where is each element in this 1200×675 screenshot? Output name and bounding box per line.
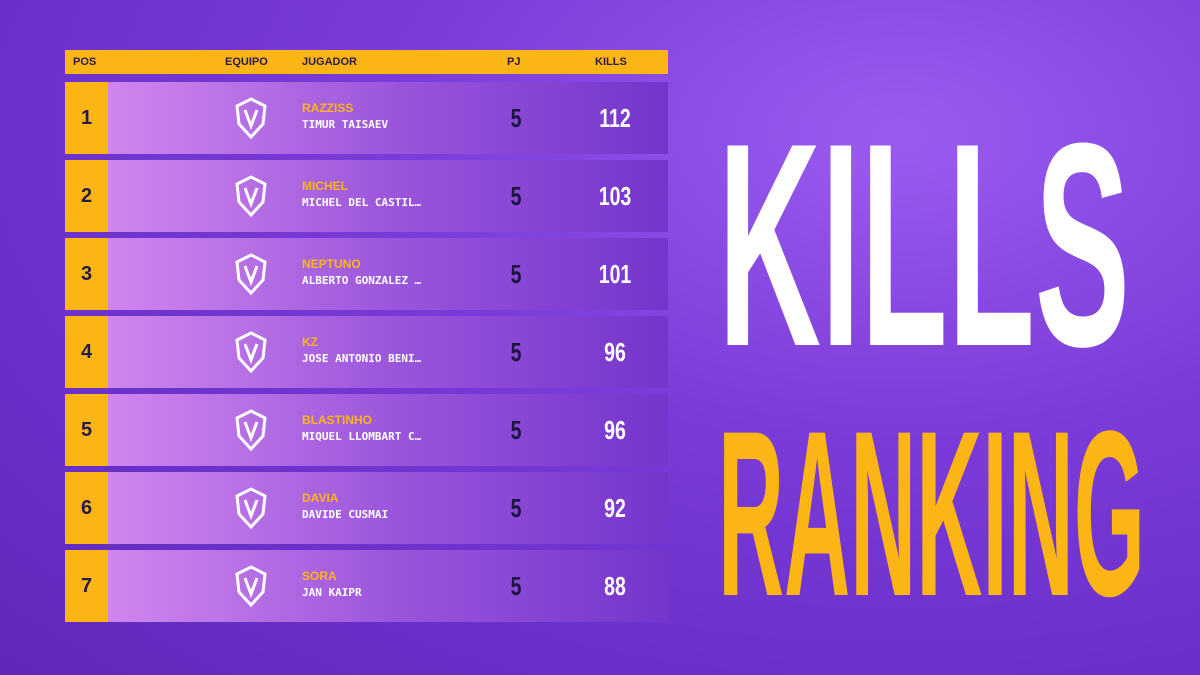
team-logo [235,409,267,452]
team-logo [235,253,267,296]
title-line1: KILLS [718,83,1130,407]
games-played: 5 [510,337,522,367]
games-played: 5 [510,415,522,445]
table-row: 1 RAZZISS TIMUR TAISAEV 5 112 [65,82,668,154]
player-name: JAN KAIPR [302,586,362,599]
team-logo-box [231,252,271,301]
kills: 92 [604,493,626,523]
team-logo [235,175,267,218]
title-line2: RANKING [718,382,1145,646]
player-name: MICHEL DEL CASTIL… [302,196,422,209]
player-nick: DAVIA [302,491,339,505]
position: 7 [65,550,108,622]
table-row: 6 DAVIA DAVIDE CUSMAI 5 92 [65,472,668,544]
player-name: DAVIDE CUSMAI [302,508,389,521]
player-nick: BLASTINHO [302,413,372,427]
column-header: PJ [507,56,521,68]
kills: 88 [604,571,626,601]
games-played: 5 [510,493,522,523]
team-logo-box [231,408,271,457]
team-logo-box [231,486,271,535]
position: 4 [65,316,108,388]
position: 6 [65,472,108,544]
player-nick: SORA [302,569,337,583]
column-header: EQUIPO [225,56,268,68]
team-logo [235,97,267,140]
games-played: 5 [510,259,522,289]
player-name: ALBERTO GONZALEZ … [302,274,422,287]
position: 2 [65,160,108,232]
team-logo [235,331,267,374]
player-nick: KZ [302,335,318,349]
table-row: 7 SORA JAN KAIPR 5 88 [65,550,668,622]
position: 5 [65,394,108,466]
player-name: MIQUEL LLOMBART C… [302,430,422,443]
column-header: POS [73,56,97,68]
kills: 112 [599,103,631,133]
player-name: JOSE ANTONIO BENI… [302,352,422,365]
position: 3 [65,238,108,310]
table-row: 2 MICHEL MICHEL DEL CASTIL… 5 103 [65,160,668,232]
kills: 101 [598,259,632,289]
games-played: 5 [510,103,522,133]
player-nick: MICHEL [302,179,348,193]
team-logo [235,487,267,530]
player-nick: NEPTUNO [302,257,361,271]
team-logo [235,565,267,608]
kills: 103 [598,181,632,211]
team-logo-box [231,330,271,379]
table-row: 3 NEPTUNO ALBERTO GONZALEZ … 5 101 [65,238,668,310]
team-logo-box [231,174,271,223]
player-name: TIMUR TAISAEV [302,118,389,131]
table-row: 5 BLASTINHO MIQUEL LLOMBART C… 5 96 [65,394,668,466]
table-header: POS EQUIPO JUGADOR PJ KILLS [65,50,668,74]
column-header: KILLS [595,56,627,68]
games-played: 5 [510,571,522,601]
kills: 96 [604,415,626,445]
team-logo-box [231,96,271,145]
games-played: 5 [510,181,522,211]
player-nick: RAZZISS [302,101,354,115]
table-row: 4 KZ JOSE ANTONIO BENI… 5 96 [65,316,668,388]
position: 1 [65,82,108,154]
column-header: JUGADOR [302,56,358,68]
team-logo-box [231,564,271,613]
kills: 96 [604,337,626,367]
